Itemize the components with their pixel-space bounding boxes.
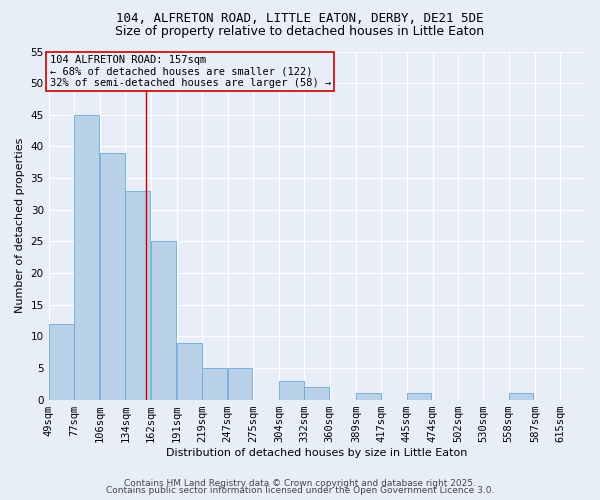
Text: Contains HM Land Registry data © Crown copyright and database right 2025.: Contains HM Land Registry data © Crown c… xyxy=(124,478,476,488)
Text: 104 ALFRETON ROAD: 157sqm
← 68% of detached houses are smaller (122)
32% of semi: 104 ALFRETON ROAD: 157sqm ← 68% of detac… xyxy=(50,54,331,88)
Bar xyxy=(74,115,99,400)
Bar xyxy=(304,387,329,400)
Bar xyxy=(151,242,176,400)
Bar xyxy=(227,368,253,400)
Text: Size of property relative to detached houses in Little Eaton: Size of property relative to detached ho… xyxy=(115,25,485,38)
Bar xyxy=(279,380,304,400)
Bar xyxy=(356,394,381,400)
Bar xyxy=(125,190,151,400)
Bar xyxy=(509,394,533,400)
Bar xyxy=(177,342,202,400)
Bar xyxy=(407,394,431,400)
X-axis label: Distribution of detached houses by size in Little Eaton: Distribution of detached houses by size … xyxy=(166,448,467,458)
Text: 104, ALFRETON ROAD, LITTLE EATON, DERBY, DE21 5DE: 104, ALFRETON ROAD, LITTLE EATON, DERBY,… xyxy=(116,12,484,26)
Bar xyxy=(100,153,125,400)
Bar xyxy=(49,324,74,400)
Bar xyxy=(202,368,227,400)
Y-axis label: Number of detached properties: Number of detached properties xyxy=(15,138,25,313)
Text: Contains public sector information licensed under the Open Government Licence 3.: Contains public sector information licen… xyxy=(106,486,494,495)
